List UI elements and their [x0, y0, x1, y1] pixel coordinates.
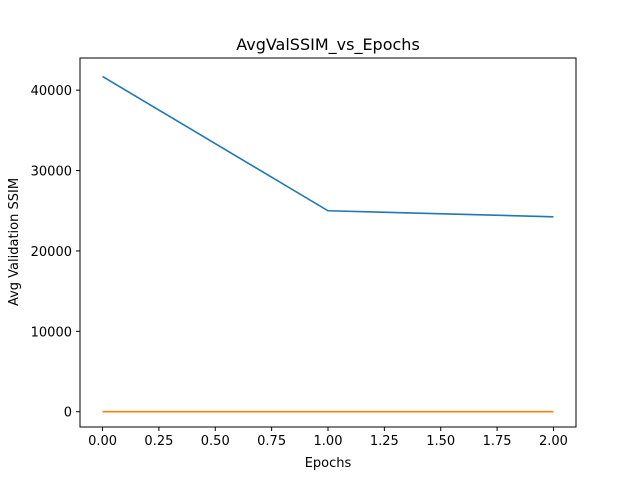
y-tick-label: 0 [64, 406, 72, 421]
chart-title: AvgValSSIM_vs_Epochs [236, 35, 420, 55]
series-line-1 [102, 75, 554, 218]
x-tick-label: 1.00 [314, 434, 343, 449]
x-tick-label: 0.00 [88, 434, 117, 449]
x-tick-label: 1.25 [370, 434, 399, 449]
series-lines [102, 75, 554, 413]
y-tick-label: 20000 [31, 245, 72, 260]
y-axis-ticks: 0 10000 20000 30000 40000 [31, 84, 80, 421]
x-tick-label: 1.50 [426, 434, 455, 449]
y-tick-label: 10000 [31, 325, 72, 340]
x-axis-ticks: 0.00 0.25 0.50 0.75 1.00 1.25 1.50 1.75 2.00 [88, 427, 568, 449]
y-tick-label: 30000 [31, 165, 72, 180]
y-axis-label: Avg Validation SSIM [7, 178, 22, 306]
x-axis-label: Epochs [305, 456, 352, 471]
x-tick-label: 0.75 [257, 434, 286, 449]
plot-area-frame [79, 57, 577, 428]
x-tick-label: 1.75 [483, 434, 512, 449]
x-tick-label: 2.00 [539, 434, 568, 449]
y-tick-label: 40000 [31, 84, 72, 99]
x-tick-label: 0.25 [144, 434, 173, 449]
x-tick-label: 0.50 [201, 434, 230, 449]
